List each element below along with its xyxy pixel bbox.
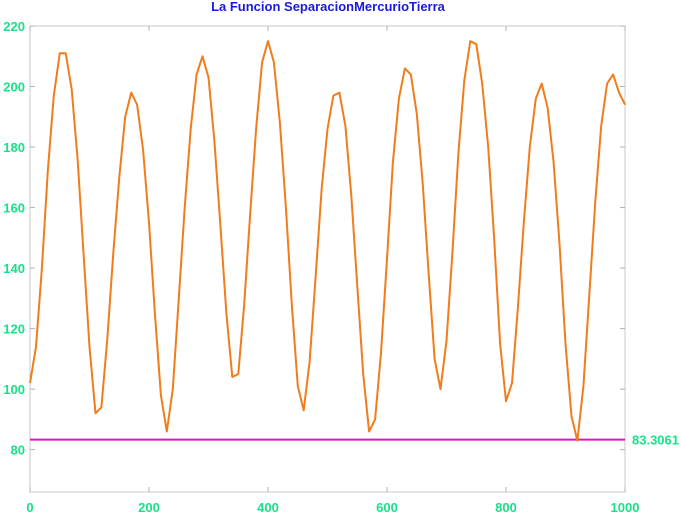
y-tick-label: 200 bbox=[3, 80, 25, 95]
axis-ticks bbox=[29, 25, 626, 492]
x-tick-label: 400 bbox=[257, 500, 279, 515]
y-tick-label: 120 bbox=[3, 322, 25, 337]
y-tick-label: 220 bbox=[3, 19, 25, 34]
x-tick-label: 0 bbox=[26, 500, 33, 515]
y-tick-label: 80 bbox=[11, 443, 25, 458]
tick-labels: 0 200 400 600 800 1000 80 100 120 140 160 180 200 220 bbox=[3, 19, 639, 515]
y-tick-label: 160 bbox=[3, 201, 25, 216]
y-tick-label: 180 bbox=[3, 140, 25, 155]
x-tick-label: 800 bbox=[495, 500, 517, 515]
x-tick-label: 600 bbox=[376, 500, 398, 515]
series-line bbox=[29, 40, 626, 442]
chart-title: La Funcion SeparacionMercurioTierra bbox=[211, 0, 446, 14]
series-group bbox=[29, 40, 626, 442]
x-tick-label: 200 bbox=[138, 500, 160, 515]
reference-line-label: 83.3061 bbox=[632, 433, 679, 448]
x-tick-label: 1000 bbox=[611, 500, 640, 515]
y-tick-label: 100 bbox=[3, 382, 25, 397]
y-tick-label: 140 bbox=[3, 261, 25, 276]
plot-frame bbox=[29, 25, 626, 493]
